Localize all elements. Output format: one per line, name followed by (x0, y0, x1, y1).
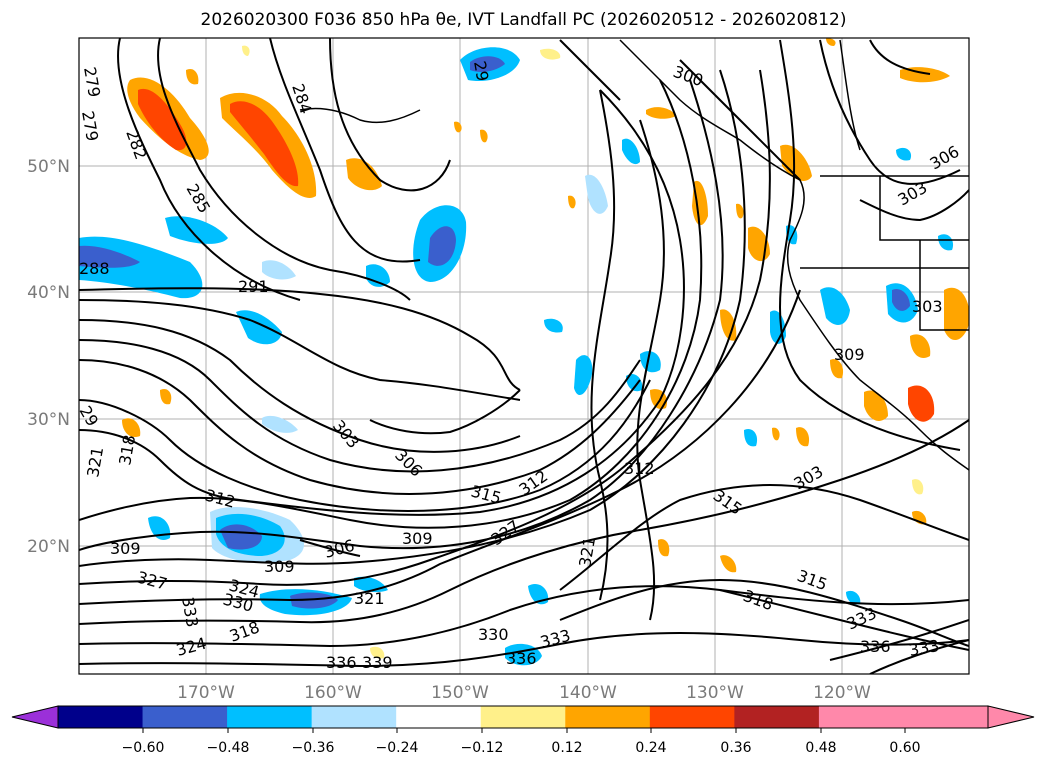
colorbar: −0.60 −0.48 −0.36 −0.24 −0.12 0.12 0.24 0.36 0.4… (11, 705, 1035, 756)
colorbar-segment (142, 706, 228, 728)
colorbar-tick-label: 0.48 (805, 740, 836, 756)
positive-anomaly-shading (122, 38, 969, 659)
contour-label: 336 (860, 637, 891, 656)
lon-label-120w: 120°W (813, 683, 871, 703)
colorbar-tick-label: −0.36 (292, 740, 335, 756)
colorbar-segment (311, 706, 397, 728)
colorbar-tick-label: −0.12 (461, 740, 504, 756)
contour-label: 336 (506, 649, 537, 668)
map-area (79, 38, 969, 674)
lon-label-170w: 170°W (177, 683, 235, 703)
colorbar-segment (396, 706, 482, 728)
map-frame (78, 37, 970, 675)
contour-label: 303 (912, 297, 943, 316)
lon-label-140w: 140°W (559, 683, 617, 703)
colorbar-tick-label: −0.48 (207, 740, 250, 756)
contour-label: 312 (624, 459, 655, 478)
colorbar-segment (649, 706, 735, 728)
colorbar-tick-label: −0.24 (376, 740, 419, 756)
colorbar-segment (734, 706, 820, 728)
contour-label: 339 (362, 653, 393, 672)
contour-label: 309 (264, 557, 295, 576)
colorbar-segment (58, 706, 144, 728)
colorbar-extend-low (11, 705, 59, 729)
colorbar-tick-label: 0.60 (889, 740, 920, 756)
contour-label: 330 (478, 625, 509, 644)
contour-label: 291 (238, 277, 269, 296)
lat-label-50n: 50°N (27, 157, 70, 177)
colorbar-segment (227, 706, 313, 728)
contour-label: 309 (834, 345, 865, 364)
colorbar-extend-high (987, 705, 1035, 729)
lon-label-130w: 130°W (686, 683, 744, 703)
contour-label: 336 (326, 653, 357, 672)
contour-label: 309 (402, 529, 433, 548)
lon-label-160w: 160°W (304, 683, 362, 703)
colorbar-tick-label: −0.60 (122, 740, 165, 756)
contour-label: 309 (110, 539, 141, 558)
longitude-labels: 170°W 160°W 150°W 140°W 130°W 120°W (177, 683, 871, 703)
theta-e-contours (79, 38, 969, 674)
colorbar-segment (818, 706, 904, 728)
lat-label-40n: 40°N (27, 283, 70, 303)
colorbar-ticks: −0.60 −0.48 −0.36 −0.24 −0.12 0.12 0.24 0.36 0.4… (122, 728, 921, 756)
contour-label: 321 (354, 589, 385, 608)
lat-label-30n: 30°N (27, 410, 70, 430)
lon-label-150w: 150°W (431, 683, 489, 703)
coastlines (299, 39, 969, 471)
contour-label: 288 (79, 259, 110, 278)
colorbar-tick-label: 0.12 (551, 740, 582, 756)
colorbar-segment (480, 706, 566, 728)
lat-label-20n: 20°N (27, 537, 70, 557)
colorbar-tick-label: 0.36 (720, 740, 751, 756)
colorbar-segment (903, 706, 989, 728)
colorbar-segments (58, 706, 989, 728)
colorbar-segment (565, 706, 651, 728)
colorbar-frame (57, 705, 989, 729)
chart-title: 2026020300 F036 850 hPa θe, IVT Landfall… (200, 10, 847, 30)
contour-label: 29 (470, 59, 492, 82)
latitude-labels: 50°N 40°N 30°N 20°N (27, 157, 70, 557)
colorbar-tick-label: 0.24 (635, 740, 666, 756)
